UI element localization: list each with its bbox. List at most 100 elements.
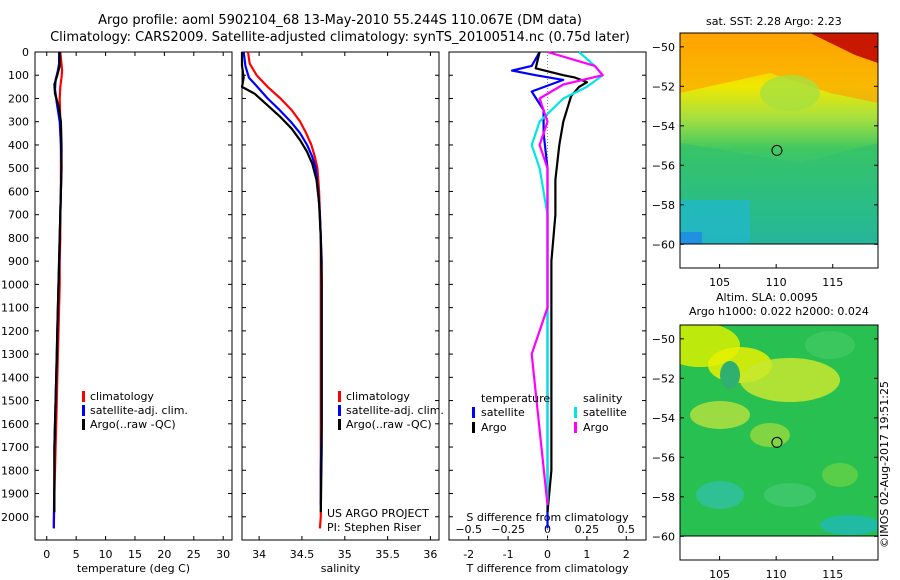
depth-tick-label: 1400 <box>1 371 29 384</box>
sla_map-ytick-label: −58 <box>652 491 675 504</box>
salinity-axes-frame <box>241 51 440 541</box>
sla_map-axes-frame <box>679 324 879 561</box>
sst-hot-corner <box>810 33 878 63</box>
temperature-axes-frame <box>34 51 233 541</box>
difference-series-s_satellite <box>530 51 604 506</box>
sst_map-ytick-label: −56 <box>652 159 675 172</box>
sla_map-ytick-label: −50 <box>652 333 675 346</box>
credit-text: US ARGO PROJECT <box>327 507 429 520</box>
temperature-xtick-label: 20 <box>157 548 171 561</box>
salinity-xtick-label: 35.5 <box>375 548 400 561</box>
difference-xtick-label: -2 <box>463 548 474 561</box>
diff-legend-swatch <box>574 422 577 433</box>
sst-coldest-patch <box>680 232 702 244</box>
temperature-series-argo <box>53 52 63 513</box>
figure-title-line1: Argo profile: aoml 5902104_68 13-May-201… <box>98 13 582 28</box>
sla_map-xtick-label: 115 <box>822 568 843 580</box>
diff-legend-swatch <box>574 407 577 418</box>
depth-tick-label: 1000 <box>1 278 29 291</box>
sla-anomaly-patch <box>740 358 840 402</box>
sla-anomaly-patch <box>822 463 858 487</box>
sst-warm-band <box>680 33 878 103</box>
sst_map-xtick-label: 110 <box>766 276 787 289</box>
temperature-legend-swatch <box>82 391 85 402</box>
salinity-legend-swatch <box>338 405 341 416</box>
sla_map-ytick-label: −52 <box>652 372 675 385</box>
difference-series-s_argo <box>530 50 604 506</box>
temperature-legend-label: climatology <box>90 390 154 403</box>
sla-anomaly-patch <box>820 515 878 535</box>
salinity-legend-label: Argo(..raw -QC) <box>346 418 432 431</box>
temperature-panel: 0100200300400500600700800900100011001200… <box>1 46 233 575</box>
sst_map-xtick-label: 115 <box>822 276 843 289</box>
figure-title-line2: Climatology: CARS2009. Satellite-adjuste… <box>50 30 630 45</box>
diff-legend-swatch <box>472 407 475 418</box>
salinity-xtick-label: 34.5 <box>290 548 315 561</box>
sst_map-xtick-label: 105 <box>709 276 730 289</box>
sla-anomaly-patch <box>690 401 750 429</box>
temperature-xtick-label: 0 <box>43 548 50 561</box>
sla_map-xtick-label: 105 <box>709 568 730 580</box>
sla_map-ytick-label: −60 <box>652 530 675 543</box>
argo-position-marker <box>771 144 783 156</box>
diff-legend-label: Argo <box>481 421 507 434</box>
sst_map-ytick-label: −60 <box>652 238 675 251</box>
sla-map-title-2: Argo h1000: 0.022 h2000: 0.024 <box>689 305 869 318</box>
depth-tick-label: 1800 <box>1 464 29 477</box>
diff-legend-label: satellite <box>481 406 525 419</box>
sla-anomaly-patch <box>805 331 855 359</box>
depth-tick-label: 1200 <box>1 325 29 338</box>
difference-xtick-label: 1 <box>583 548 590 561</box>
sla_map-ytick-label: −56 <box>652 451 675 464</box>
diff-legend-sal-header: salinity <box>583 392 623 405</box>
salinity-xtick-label: 35 <box>338 548 352 561</box>
temperature-xtick-label: 5 <box>73 548 80 561</box>
diff-legend-swatch <box>472 422 475 433</box>
sla-low-patch <box>720 361 740 389</box>
depth-tick-label: 1300 <box>1 348 29 361</box>
difference-series-t_argo <box>534 51 589 513</box>
difference-top-tick-label: 0.25 <box>575 523 600 536</box>
sla_map-field <box>680 325 878 536</box>
depth-tick-label: 400 <box>8 139 29 152</box>
depth-tick-label: 0 <box>22 46 29 59</box>
depth-tick-label: 900 <box>8 255 29 268</box>
depth-tick-label: 100 <box>8 69 29 82</box>
depth-tick-label: 1100 <box>1 302 29 315</box>
difference-xtick-label: 2 <box>623 548 630 561</box>
temperature-legend-swatch <box>82 405 85 416</box>
sst_map-ytick-label: −52 <box>652 80 675 93</box>
depth-tick-label: 1500 <box>1 395 29 408</box>
salinity-xtick-label: 36 <box>423 548 437 561</box>
sla-anomaly-patch <box>764 483 816 507</box>
difference-top-tick-label: 0.5 <box>618 523 636 536</box>
salinity-legend-label: satellite-adj. clim. <box>346 404 444 417</box>
sst_map-ytick-label: −58 <box>652 199 675 212</box>
pi-text: PI: Stephen Riser <box>327 521 422 534</box>
temperature-xtick-label: 25 <box>187 548 201 561</box>
difference-xtick-label: -1 <box>503 548 514 561</box>
difference-xtick-label: 0 <box>544 548 551 561</box>
difference-axis-label: T difference from climatology <box>466 562 629 575</box>
depth-tick-label: 500 <box>8 162 29 175</box>
diff-legend-label: satellite <box>583 406 627 419</box>
temperature-legend-swatch <box>82 419 85 430</box>
depth-tick-label: 1700 <box>1 441 29 454</box>
salinity-panel: 34 34.5 35 35.5 36 salinity climatologysatelli… <box>240 51 444 575</box>
salinity-legend-swatch <box>338 391 341 402</box>
temperature-legend-label: Argo(..raw -QC) <box>90 418 176 431</box>
temperature-xtick-label: 15 <box>128 548 142 561</box>
sla-map-title-1: Altim. SLA: 0.0095 <box>716 291 819 304</box>
sla-anomaly-patch <box>696 481 744 509</box>
sst_map-ytick-label: −50 <box>652 41 675 54</box>
depth-tick-label: 600 <box>8 185 29 198</box>
difference-top-tick-label: −0.25 <box>491 523 525 536</box>
sla_map-panel: −50 −52 −54 −56 −58 −60 105 110 115 <box>652 324 879 580</box>
sla_map-ytick-label: −54 <box>652 412 675 425</box>
temperature-xtick-label: 30 <box>216 548 230 561</box>
diff-legend-label: Argo <box>583 421 609 434</box>
depth-tick-label: 700 <box>8 209 29 222</box>
sst_map-field <box>680 33 878 244</box>
difference-top-tick-label: −0.5 <box>455 523 482 536</box>
